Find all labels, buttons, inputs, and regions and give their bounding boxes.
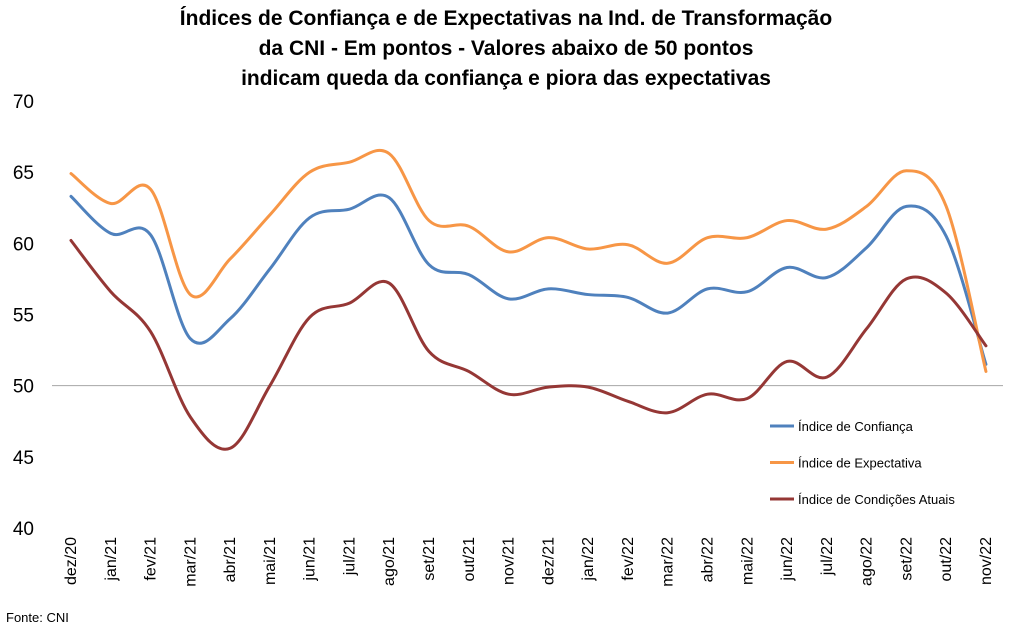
x-tick-label: fev/21 bbox=[143, 537, 160, 581]
y-tick-label: 65 bbox=[13, 163, 34, 184]
x-tick-label: nov/21 bbox=[501, 537, 518, 585]
legend-label-condicoes-atuais: Índice de Condições Atuais bbox=[798, 492, 955, 507]
chart-title: Índices de Confiança e de Expectativas n… bbox=[0, 4, 1012, 94]
x-tick-label: mar/21 bbox=[182, 537, 199, 587]
series-line-condicoes-atuais bbox=[69, 238, 988, 451]
x-tick-label: out/22 bbox=[938, 537, 955, 582]
x-tick-label: mai/21 bbox=[262, 537, 279, 585]
series-line-confianca bbox=[69, 193, 988, 366]
plot-area: 40 45 50 55 60 65 70 dez/20 jan/21 fev/21 mar/21 ab… bbox=[13, 92, 1003, 587]
x-tick-label: mai/22 bbox=[739, 537, 756, 585]
chart-title-line-3: indicam queda da confiança e piora das e… bbox=[241, 67, 771, 90]
y-tick-label: 50 bbox=[13, 377, 34, 398]
x-tick-label: dez/21 bbox=[540, 537, 557, 585]
x-tick-label: fev/22 bbox=[620, 537, 637, 581]
y-tick-label: 40 bbox=[13, 519, 34, 540]
x-tick-label: jan/21 bbox=[103, 537, 120, 582]
x-tick-label: nov/22 bbox=[978, 537, 995, 585]
x-tick-label: dez/20 bbox=[63, 537, 80, 585]
legend-label-confianca: Índice de Confiança bbox=[798, 419, 914, 434]
source-note: Fonte: CNI bbox=[6, 610, 69, 625]
x-tick-label: jun/21 bbox=[302, 537, 319, 582]
x-tick-label: ago/21 bbox=[381, 537, 398, 586]
x-tick-label: set/21 bbox=[421, 537, 438, 581]
x-tick-label: abr/22 bbox=[699, 537, 716, 582]
x-tick-label: jun/22 bbox=[779, 537, 796, 582]
x-tick-label: mar/22 bbox=[660, 537, 677, 587]
legend: Índice de Confiança Índice de Expectativa… bbox=[770, 419, 955, 507]
y-tick-label: 70 bbox=[13, 92, 34, 113]
chart-title-line-1: Índices de Confiança e de Expectativas n… bbox=[179, 7, 833, 30]
y-tick-label: 45 bbox=[13, 448, 34, 469]
y-tick-label: 55 bbox=[13, 306, 34, 327]
x-tick-label: set/22 bbox=[898, 537, 915, 581]
legend-label-expectativa: Índice de Expectativa bbox=[798, 456, 922, 471]
y-tick-label: 60 bbox=[13, 234, 34, 255]
chart-title-line-2: da CNI - Em pontos - Valores abaixo de 5… bbox=[258, 37, 754, 60]
x-tick-label: jan/22 bbox=[580, 537, 597, 582]
x-tick-label: jul/21 bbox=[341, 537, 358, 576]
series-line-expectativa bbox=[69, 148, 988, 373]
x-tick-label: jul/22 bbox=[819, 537, 836, 576]
x-tick-label: out/21 bbox=[461, 537, 478, 582]
x-tick-label: ago/22 bbox=[859, 537, 876, 586]
x-tick-label: abr/21 bbox=[222, 537, 239, 582]
